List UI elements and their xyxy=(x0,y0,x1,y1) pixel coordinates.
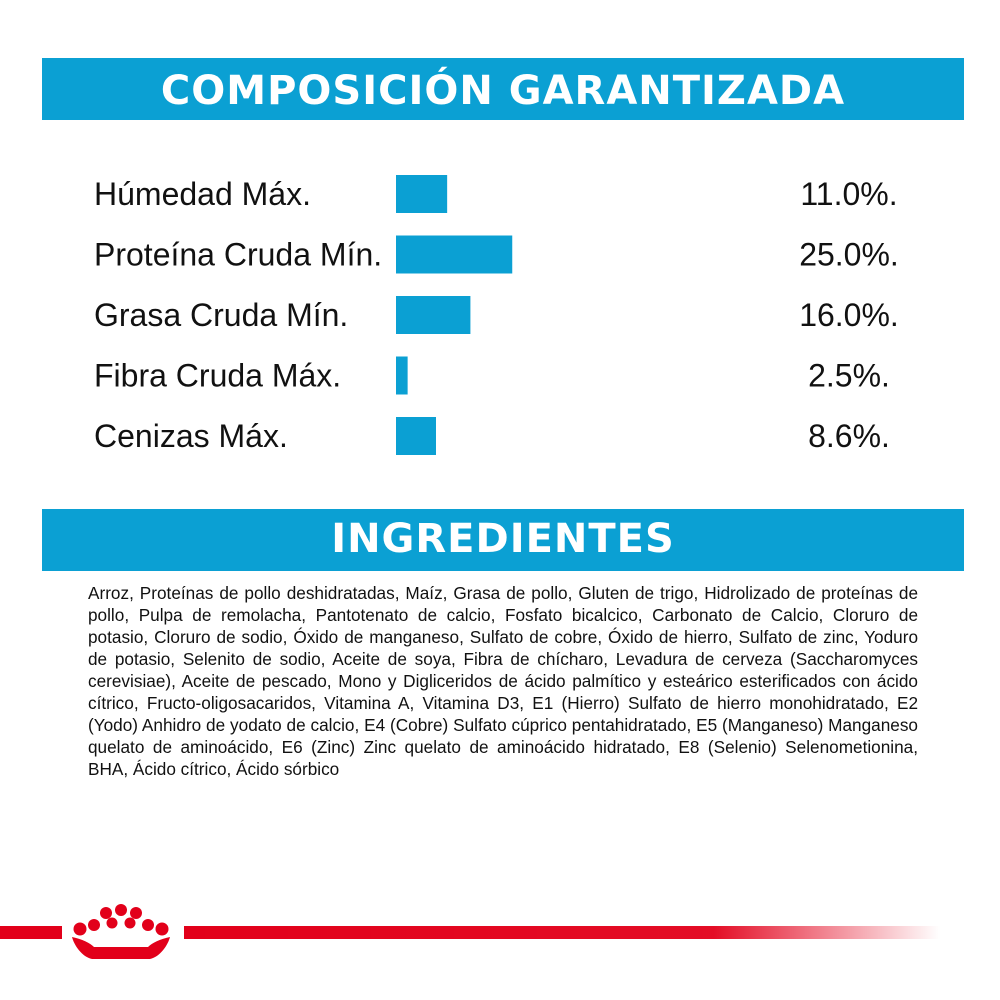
nutrient-label-3: Grasa Cruda Mín. xyxy=(94,297,348,333)
composition-title: COMPOSICIÓN GARANTIZADA xyxy=(160,68,846,114)
nutrient-value-3: 16.0%. xyxy=(799,297,899,333)
nutrient-label-4: Fibra Cruda Máx. xyxy=(94,358,341,394)
nutrient-value-4: 2.5%. xyxy=(808,358,890,394)
brand-footer xyxy=(0,904,940,959)
brand-stripe-right xyxy=(184,926,940,939)
nutrient-bar-chart: Húmedad Máx. 11.0%. Proteína Cruda Mín. 25.… xyxy=(94,175,899,455)
ingredients-banner: INGREDIENTES xyxy=(42,509,964,571)
nutrient-value-2: 25.0%. xyxy=(799,237,899,273)
nutrient-value-5: 8.6%. xyxy=(808,418,890,454)
nutrient-label-2: Proteína Cruda Mín. xyxy=(94,237,382,273)
ingredients-list: Arroz, Proteínas de pollo deshidratadas,… xyxy=(88,583,918,779)
brand-stripe-left xyxy=(0,926,62,939)
nutrient-bar-3 xyxy=(396,296,471,334)
nutrient-bar-2 xyxy=(396,235,513,274)
composition-banner: COMPOSICIÓN GARANTIZADA xyxy=(42,58,964,120)
nutrient-bar-1 xyxy=(396,175,448,213)
ingredients-title: INGREDIENTES xyxy=(331,516,675,562)
nutrient-bar-4 xyxy=(396,356,408,395)
nutrient-label-5: Cenizas Máx. xyxy=(94,418,288,454)
nutrient-bar-5 xyxy=(396,417,436,455)
crown-icon xyxy=(72,904,170,959)
nutrient-value-1: 11.0%. xyxy=(800,176,897,212)
nutrient-label-1: Húmedad Máx. xyxy=(94,176,311,212)
